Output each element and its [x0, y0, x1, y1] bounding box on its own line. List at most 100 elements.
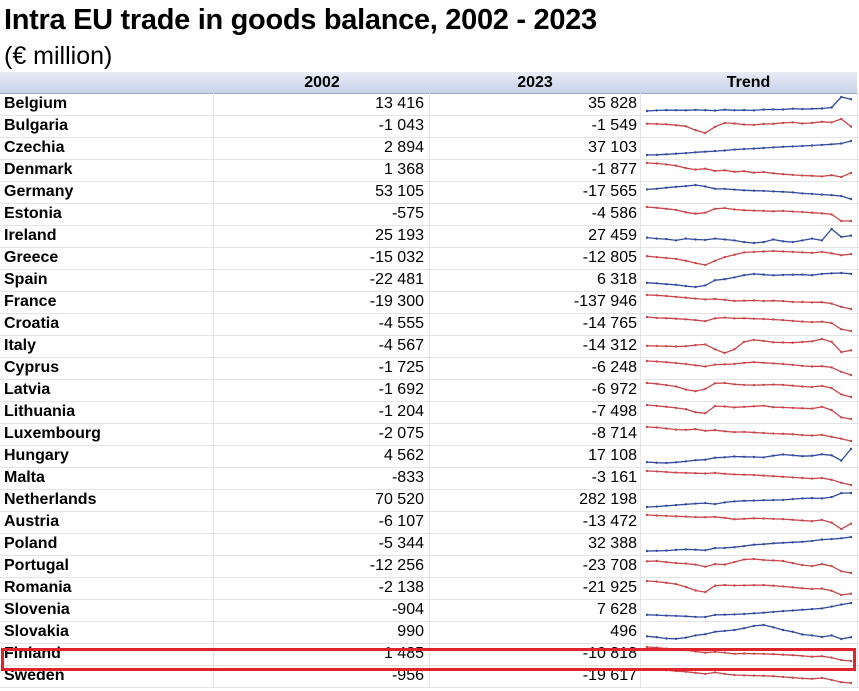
- trend-point: [762, 317, 765, 321]
- trend-point: [801, 251, 804, 254]
- table-row[interactable]: Romania -2 138 -21 925: [0, 577, 859, 600]
- trend-point: [723, 430, 726, 433]
- trend-point: [781, 383, 785, 387]
- value-2023: -13 472: [582, 513, 637, 530]
- value-2002: -22 481: [369, 271, 424, 288]
- trend-point: [665, 283, 668, 286]
- table-row[interactable]: Cyprus -1 725 -6 248: [0, 357, 859, 380]
- column-divider: [857, 93, 858, 687]
- country-label: Greece: [4, 249, 59, 266]
- trend-point: [849, 272, 852, 275]
- trend-point: [781, 341, 785, 344]
- header-trend[interactable]: Trend: [726, 74, 771, 91]
- trend-point: [772, 610, 775, 614]
- table-row[interactable]: Czechia 2 894 37 103: [0, 137, 859, 160]
- value-2002: 25 193: [375, 227, 424, 244]
- table-row[interactable]: Spain -22 481 6 318: [0, 269, 859, 292]
- trend-point: [781, 121, 785, 125]
- trend-point: [801, 497, 804, 500]
- table-row[interactable]: Austria -6 107 -13 472: [0, 511, 859, 534]
- table-row[interactable]: Hungary 4 562 17 108: [0, 445, 859, 468]
- trend-point: [713, 363, 717, 366]
- value-2023: 7 628: [596, 601, 637, 618]
- trend-point: [791, 300, 794, 304]
- trend-point: [646, 255, 649, 258]
- table-row[interactable]: Greece -15 032 -12 805: [0, 247, 859, 270]
- trend-point: [694, 183, 697, 187]
- trend-point: [684, 237, 688, 240]
- table-row[interactable]: Estonia -575 -4 586: [0, 203, 859, 226]
- trend-point: [810, 677, 814, 680]
- trend-point: [772, 341, 775, 344]
- trend-point: [733, 122, 736, 125]
- header-2002[interactable]: 2002: [304, 74, 340, 91]
- trend-point: [820, 193, 824, 196]
- table-row[interactable]: Denmark 1 368 -1 877: [0, 159, 859, 182]
- table-row[interactable]: Poland -5 344 32 388: [0, 533, 859, 556]
- value-2002: 2 894: [383, 139, 424, 156]
- value-2023: 32 388: [588, 535, 637, 552]
- trend-point: [742, 108, 746, 112]
- table-row[interactable]: Italy -4 567 -14 312: [0, 335, 859, 358]
- trend-point: [801, 540, 804, 543]
- trend-point: [849, 234, 852, 237]
- trend-point: [801, 608, 804, 611]
- trend-point: [674, 561, 678, 565]
- table-row[interactable]: Slovenia -904 7 628: [0, 599, 859, 622]
- table-row[interactable]: Bulgaria -1 043 -1 549: [0, 115, 859, 138]
- trend-point: [742, 652, 746, 655]
- trend-sparkline: [646, 381, 852, 399]
- table-row[interactable]: Malta -833 -3 161: [0, 467, 859, 490]
- trend-sparkline: [646, 403, 852, 421]
- trend-point: [791, 406, 794, 410]
- table-row[interactable]: Luxembourg -2 075 -8 714: [0, 423, 859, 446]
- table-row[interactable]: Sweden -956 -19 617: [0, 665, 859, 688]
- table-row[interactable]: Latvia -1 692 -6 972: [0, 379, 859, 402]
- trend-point: [704, 131, 707, 135]
- table-row[interactable]: Ireland 25 193 27 459: [0, 225, 859, 248]
- value-2002: -15 032: [369, 249, 424, 266]
- trend-point: [810, 192, 814, 196]
- table-row[interactable]: Portugal -12 256 -23 708: [0, 555, 859, 578]
- table-row[interactable]: Belgium 13 416 35 828: [0, 93, 859, 116]
- table-row[interactable]: Slovakia 990 496: [0, 621, 859, 644]
- trend-point: [742, 123, 746, 126]
- table-row[interactable]: Lithuania -1 204 -7 498: [0, 401, 859, 424]
- trend-point: [820, 405, 824, 408]
- trend-point: [704, 284, 707, 287]
- table-row[interactable]: France -19 300 -137 946: [0, 291, 859, 314]
- trend-point: [820, 676, 824, 680]
- trend-line: [646, 184, 852, 200]
- value-2023: -6 972: [591, 381, 637, 398]
- trend-point: [752, 361, 756, 364]
- trend-point: [820, 301, 824, 304]
- trend-point: [704, 458, 707, 461]
- trend-point: [674, 317, 678, 320]
- trend-line: [646, 404, 852, 420]
- country-label: Latvia: [4, 381, 51, 398]
- trend-point: [646, 153, 649, 157]
- trend-point: [674, 295, 678, 299]
- trend-sparkline: [646, 469, 852, 487]
- trend-point: [674, 185, 678, 188]
- column-divider: [640, 93, 641, 687]
- trend-point: [694, 390, 697, 393]
- trend-point: [820, 320, 824, 323]
- table-row[interactable]: Croatia -4 555 -14 765: [0, 313, 859, 336]
- trend-point: [674, 461, 678, 464]
- trend-point: [733, 455, 736, 458]
- trend-point: [704, 565, 707, 568]
- trend-point: [762, 361, 765, 364]
- value-2023: 496: [610, 623, 637, 640]
- trend-point: [849, 373, 852, 377]
- trend-point: [684, 345, 688, 348]
- trend-point: [674, 515, 678, 518]
- trend-point: [752, 147, 756, 150]
- trend-point: [810, 174, 814, 177]
- header-2023[interactable]: 2023: [517, 74, 553, 91]
- table-row[interactable]: Germany 53 105 -17 565: [0, 181, 859, 204]
- trend-point: [646, 381, 649, 385]
- trend-point: [694, 615, 697, 619]
- value-2002: 70 520: [375, 491, 424, 508]
- table-row[interactable]: Netherlands 70 520 282 198: [0, 489, 859, 512]
